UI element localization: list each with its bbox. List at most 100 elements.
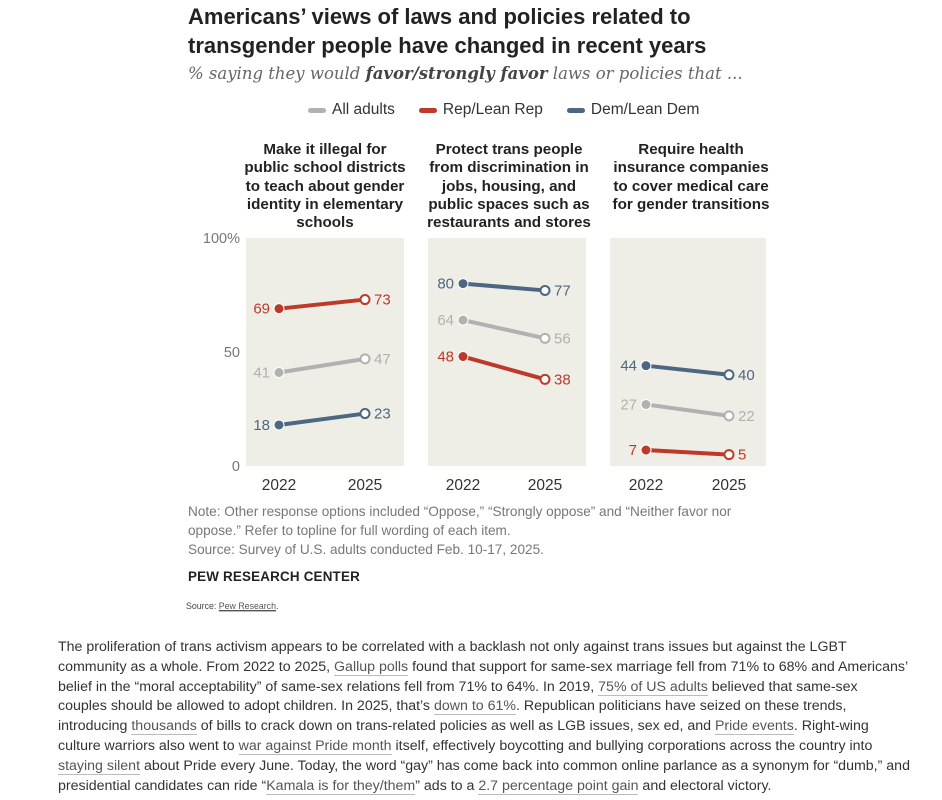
y-tick-label: 50: [224, 345, 240, 361]
data-label-panel3-all-adults-end: 22: [738, 408, 755, 425]
article-text: believed that same-sex couples should be…: [58, 678, 858, 715]
data-label-panel1-dem-lean-dem-end: 23: [374, 406, 391, 423]
data-label-panel3-rep-lean-rep-start: 7: [629, 442, 637, 459]
data-label-panel2-rep-lean-rep-end: 38: [554, 371, 571, 388]
y-tick-label: 100%: [203, 231, 240, 247]
data-point-panel3-rep-lean-rep-start: [640, 444, 652, 456]
chart-subtitle: % saying they would favor/strongly favor…: [188, 64, 743, 83]
article-text: . Right-wing culture warriors also went …: [58, 718, 869, 754]
panel-background-1: [246, 238, 404, 466]
legend-label-rep: Rep/Lean Rep: [442, 101, 543, 118]
legend-swatch-dem: [566, 107, 585, 113]
data-label-panel3-rep-lean-rep-end: 5: [738, 447, 746, 464]
article-text: . Republican politicians have seized on …: [58, 698, 847, 735]
series-line-panel2-dem-lean-dem: [461, 281, 547, 293]
data-point-panel1-rep-lean-rep-start: [273, 303, 285, 315]
kamala-ad-link[interactable]: Kamala is for they/them: [266, 777, 416, 795]
legend-swatch-all-adults: [308, 107, 326, 113]
data-point-panel2-rep-lean-rep-start: [457, 351, 469, 363]
article-text: The proliferation of trans activism appe…: [58, 639, 847, 675]
data-point-panel1-all-adults-end: [359, 353, 371, 365]
data-point-panel2-rep-lean-rep-end: [539, 373, 551, 385]
data-point-panel3-dem-lean-dem-start: [640, 360, 652, 372]
legend-label-all-adults: All adults: [332, 101, 395, 118]
staying-silent-link[interactable]: staying silent: [58, 757, 141, 775]
chart-note: Note: Other response options included “O…: [188, 504, 732, 538]
data-label-panel3-dem-lean-dem-start: 44: [620, 358, 637, 375]
data-point-panel2-dem-lean-dem-end: [539, 284, 551, 296]
legend-item-rep: Rep/Lean Rep: [418, 101, 543, 119]
x-tick-label: 2025: [712, 477, 746, 494]
subtitle-pre: % saying they would: [188, 64, 366, 83]
article-text: ” ads to a: [415, 777, 479, 794]
x-tick-label: 2025: [348, 477, 382, 494]
article-text: about Pride every June. Today, the word …: [58, 757, 910, 794]
data-point-panel3-all-adults-end: [723, 410, 735, 422]
x-tick-label: 2022: [262, 477, 296, 494]
data-label-panel1-dem-lean-dem-start: 18: [253, 417, 270, 434]
article-paragraph: The proliferation of trans activism appe…: [58, 638, 910, 796]
caption-prefix: Source:: [186, 601, 219, 611]
series-line-panel1-all-adults: [277, 356, 367, 375]
subtitle-emphasis: favor/strongly favor: [365, 64, 548, 83]
data-point-panel3-all-adults-start: [640, 398, 652, 410]
x-tick-label: 2022: [629, 477, 663, 494]
series-line-panel1-rep-lean-rep: [277, 297, 367, 311]
war-against-pride-link[interactable]: war against Pride month: [238, 737, 392, 755]
caption-suffix: .: [275, 601, 279, 611]
panel-background-2: [428, 238, 586, 466]
panel-title-health-insurance: Require health insurance companies to co…: [612, 141, 770, 213]
x-tick-label: 2022: [446, 477, 480, 494]
pride-events-link[interactable]: Pride events: [714, 718, 794, 736]
data-label-panel1-rep-lean-rep-start: 69: [253, 301, 270, 318]
data-label-panel2-dem-lean-dem-start: 80: [437, 276, 454, 293]
legend-item-all-adults: All adults: [308, 101, 395, 119]
data-label-panel2-dem-lean-dem-end: 77: [554, 282, 571, 299]
legend-item-dem: Dem/Lean Dem: [566, 101, 700, 119]
data-label-panel2-all-adults-start: 64: [437, 312, 454, 329]
article-text: of bills to crack down on trans-related …: [196, 718, 715, 735]
pew-brand-logo: PEW RESEARCH CENTER: [188, 569, 360, 584]
data-point-panel3-dem-lean-dem-end: [723, 369, 735, 381]
data-label-panel3-dem-lean-dem-end: 40: [738, 367, 755, 384]
data-label-panel1-rep-lean-rep-end: 73: [374, 292, 391, 309]
panel-title-discrimination: Protect trans people from discrimination…: [427, 141, 591, 232]
chart-note-block: Note: Other response options included “O…: [188, 502, 778, 559]
series-line-panel3-rep-lean-rep: [644, 448, 731, 457]
thousands-link[interactable]: thousands: [131, 718, 197, 736]
data-point-panel1-dem-lean-dem-end: [359, 408, 371, 420]
data-label-panel2-all-adults-end: 56: [554, 330, 571, 347]
subtitle-post: laws or policies that ...: [547, 64, 743, 83]
series-line-panel1-dem-lean-dem: [277, 411, 367, 427]
chart-source: Source: Survey of U.S. adults conducted …: [188, 542, 544, 557]
article-text: itself, effectively boycotting and bully…: [391, 737, 873, 754]
image-source-caption: Source: Pew Research.: [186, 601, 279, 612]
series-line-panel3-dem-lean-dem: [644, 363, 731, 377]
down-to-61-link[interactable]: down to 61%: [433, 698, 516, 716]
x-tick-label: 2025: [528, 477, 562, 494]
chart-legend: All adults Rep/Lean Rep Dem/Lean Dem: [308, 101, 723, 119]
data-point-panel1-dem-lean-dem-start: [273, 419, 285, 431]
legend-label-dem: Dem/Lean Dem: [590, 101, 700, 118]
data-point-panel2-all-adults-start: [457, 314, 469, 326]
chart-title: Americans’ views of laws and policies re…: [188, 4, 707, 58]
data-label-panel1-all-adults-start: 41: [253, 365, 270, 382]
series-line-panel2-all-adults: [461, 318, 547, 341]
pew-research-link[interactable]: Pew Research: [218, 601, 276, 612]
us-adults-link[interactable]: 75% of US adults: [598, 678, 708, 696]
panel-background-3: [610, 238, 766, 466]
data-point-panel1-rep-lean-rep-end: [359, 294, 371, 306]
series-line-panel3-all-adults: [644, 402, 731, 418]
data-point-panel2-dem-lean-dem-start: [457, 278, 469, 290]
legend-swatch-rep: [418, 107, 437, 113]
series-line-panel2-rep-lean-rep: [461, 354, 547, 382]
data-label-panel3-all-adults-start: 27: [620, 396, 637, 413]
panel-title-school-teaching: Make it illegal for public school distri…: [244, 141, 406, 232]
data-point-panel1-all-adults-start: [273, 367, 285, 379]
y-tick-label: 0: [232, 459, 240, 475]
gallup-polls-link[interactable]: Gallup polls: [334, 658, 409, 676]
article-text: found that support for same-sex marriage…: [58, 658, 908, 695]
data-label-panel2-rep-lean-rep-start: 48: [437, 349, 454, 366]
percentage-gain-link[interactable]: 2.7 percentage point gain: [478, 777, 639, 795]
